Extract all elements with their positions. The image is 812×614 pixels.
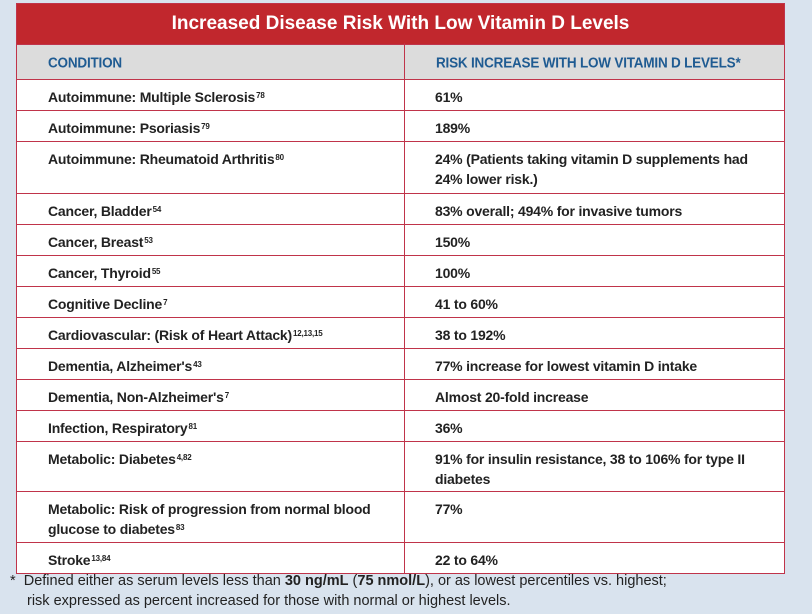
risk-cell: 38 to 192% [435, 327, 506, 343]
table-row: Metabolic: Diabetes4,82 91% for insulin r… [17, 441, 784, 491]
reference-superscript: 55 [151, 267, 161, 276]
table-row: Cancer, Bladder54 83% overall; 494% for i… [17, 193, 784, 224]
risk-cell: 100% [435, 265, 471, 281]
condition-text: Autoimmune: Psoriasis [48, 120, 201, 136]
condition-cell: Cardiovascular: (Risk of Heart Attack)12… [17, 318, 405, 348]
reference-superscript: 81 [188, 422, 198, 431]
table-body: Autoimmune: Multiple Sclerosis78 61% Autoi… [17, 79, 784, 573]
header-condition: CONDITION [17, 43, 405, 81]
reference-superscript: 78 [256, 91, 265, 100]
risk-cell: 36% [435, 420, 463, 436]
condition-text: Cognitive Decline [48, 296, 163, 312]
condition-cell: Metabolic: Risk of progression from norm… [17, 492, 405, 542]
footnote-line-2: risk expressed as percent increased for … [27, 593, 511, 609]
condition-cell: Stroke13,84 [17, 543, 405, 573]
table-title: Increased Disease Risk With Low Vitamin … [17, 4, 784, 44]
condition-cell: Dementia, Alzheimer's43 [17, 349, 405, 379]
reference-superscript: 13,84 [91, 554, 111, 563]
risk-cell: 83% overall; 494% for invasive tumors [435, 203, 683, 219]
footnote: * Defined either as serum levels less th… [10, 571, 667, 611]
footnote-marker: * [10, 573, 16, 589]
condition-cell: Cancer, Breast53 [17, 225, 405, 255]
condition-cell: Autoimmune: Multiple Sclerosis78 [17, 80, 405, 110]
table-row: Cognitive Decline7 41 to 60% [17, 286, 784, 317]
condition-text: Cancer, Bladder [48, 203, 152, 219]
risk-cell: 77% [435, 501, 463, 517]
condition-text: Metabolic: Diabetes [48, 451, 176, 467]
condition-cell: Cancer, Bladder54 [17, 194, 405, 224]
table-row: Autoimmune: Multiple Sclerosis78 61% [17, 79, 784, 110]
risk-cell: 91% for insulin resistance, 38 to 106% f… [435, 451, 745, 487]
footnote-bold-value: 75 nmol/L [357, 573, 426, 589]
risk-cell: 77% increase for lowest vitamin D intake [435, 358, 697, 374]
table-row: Cardiovascular: (Risk of Heart Attack)12… [17, 317, 784, 348]
condition-cell: Infection, Respiratory81 [17, 411, 405, 441]
condition-text: Autoimmune: Rheumatoid Arthritis [48, 151, 275, 167]
table-row: Metabolic: Risk of progression from norm… [17, 491, 784, 542]
risk-cell: 150% [435, 234, 471, 250]
risk-cell: 41 to 60% [435, 296, 498, 312]
disease-risk-table: Increased Disease Risk With Low Vitamin … [16, 3, 785, 574]
table-row: Autoimmune: Rheumatoid Arthritis80 24% (P… [17, 141, 784, 193]
footnote-text: Defined either as serum levels less than [23, 573, 285, 589]
reference-superscript: 80 [275, 153, 284, 162]
condition-text: Autoimmune: Multiple Sclerosis [48, 89, 256, 105]
table-row: Dementia, Non-Alzheimer's7 Almost 20-fold… [17, 379, 784, 410]
reference-superscript: 53 [144, 236, 153, 245]
reference-superscript: 7 [224, 391, 229, 400]
table-row: Cancer, Breast53 150% [17, 224, 784, 255]
condition-cell: Autoimmune: Psoriasis79 [17, 111, 405, 141]
reference-superscript: 79 [201, 122, 210, 131]
condition-cell: Metabolic: Diabetes4,82 [17, 442, 405, 491]
header-risk: RISK INCREASE WITH LOW VITAMIN D LEVELS* [436, 54, 741, 71]
condition-text: Metabolic: Risk of progression from norm… [48, 501, 371, 537]
condition-text: Dementia, Non-Alzheimer's [48, 389, 224, 405]
table-header: CONDITION RISK INCREASE WITH LOW VITAMIN… [17, 43, 784, 81]
condition-cell: Autoimmune: Rheumatoid Arthritis80 [17, 142, 405, 193]
reference-superscript: 4,82 [176, 453, 192, 462]
risk-cell: 61% [435, 89, 463, 105]
footnote-bold-value: 30 ng/mL [284, 573, 349, 589]
risk-cell: 24% (Patients taking vitamin D supplemen… [435, 151, 748, 187]
reference-superscript: 43 [193, 360, 202, 369]
reference-superscript: 54 [152, 205, 162, 214]
risk-cell: Almost 20-fold increase [435, 389, 589, 405]
reference-superscript: 12,13,15 [292, 329, 323, 338]
footnote-text: ), or as lowest percentiles vs. highest; [425, 573, 667, 589]
condition-text: Dementia, Alzheimer's [48, 358, 193, 374]
condition-cell: Cancer, Thyroid55 [17, 256, 405, 286]
reference-superscript: 7 [163, 298, 168, 307]
risk-cell: 22 to 64% [435, 552, 498, 568]
condition-text: Stroke [48, 552, 91, 568]
reference-superscript: 83 [175, 523, 185, 532]
table-row: Stroke13,84 22 to 64% [17, 542, 784, 573]
table-row: Infection, Respiratory81 36% [17, 410, 784, 441]
table-row: Autoimmune: Psoriasis79 189% [17, 110, 784, 141]
table-row: Cancer, Thyroid55 100% [17, 255, 784, 286]
risk-cell: 189% [435, 120, 471, 136]
condition-cell: Dementia, Non-Alzheimer's7 [17, 380, 405, 410]
condition-text: Cardiovascular: (Risk of Heart Attack) [48, 327, 292, 343]
condition-text: Cancer, Breast [48, 234, 144, 250]
condition-text: Infection, Respiratory [48, 420, 188, 436]
table-row: Dementia, Alzheimer's43 77% increase for … [17, 348, 784, 379]
condition-cell: Cognitive Decline7 [17, 287, 405, 317]
footnote-text: ( [348, 573, 358, 589]
condition-text: Cancer, Thyroid [48, 265, 151, 281]
